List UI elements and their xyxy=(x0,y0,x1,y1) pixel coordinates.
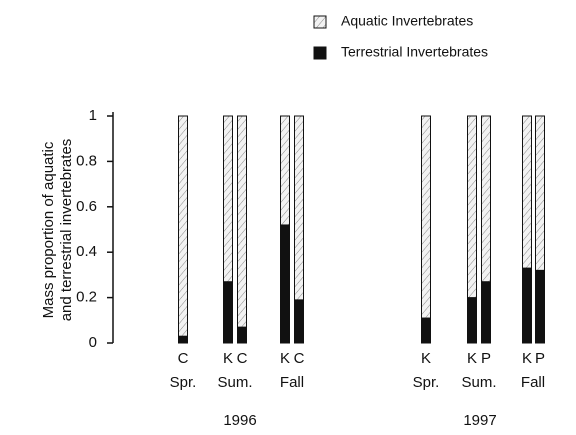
y-tick-label: 0.4 xyxy=(76,243,97,260)
x-tick-label: K xyxy=(223,350,233,367)
bar-segment xyxy=(481,115,491,283)
bar-segment xyxy=(421,317,431,344)
bar-segment xyxy=(294,115,304,301)
bar-segment xyxy=(522,115,532,269)
x-tick-label: K xyxy=(522,350,532,367)
season-label: Sum. xyxy=(461,374,496,391)
x-tick-label: K xyxy=(421,350,431,367)
season-label: Spr. xyxy=(170,374,197,391)
season-label: Fall xyxy=(521,374,545,391)
bar-segment xyxy=(237,326,247,344)
y-tick-label: 1 xyxy=(89,107,97,124)
bar-segment xyxy=(223,281,233,344)
bar-segment xyxy=(280,224,290,344)
x-tick-label: K xyxy=(467,350,477,367)
legend-label: Terrestrial Invertebrates xyxy=(341,44,488,60)
season-label: Spr. xyxy=(413,374,440,391)
bar-segment xyxy=(294,299,304,344)
bar-segment xyxy=(237,115,247,328)
bar-segment xyxy=(467,297,477,344)
season-label: Sum. xyxy=(217,374,252,391)
x-tick-label: P xyxy=(481,350,491,367)
y-axis-label: and terrestrial invertebrates xyxy=(58,139,75,322)
year-label: 1996 xyxy=(223,412,256,429)
bar-segment xyxy=(178,335,188,344)
year-label: 1997 xyxy=(463,412,496,429)
bar-segment xyxy=(535,115,545,271)
season-label: Fall xyxy=(280,374,304,391)
bar-segment xyxy=(280,115,290,226)
legend-swatch xyxy=(313,15,327,29)
x-tick-label: C xyxy=(237,350,248,367)
y-tick-label: 0.8 xyxy=(76,152,97,169)
y-tick-label: 0 xyxy=(89,334,97,351)
x-tick-label: C xyxy=(294,350,305,367)
bar-segment xyxy=(178,115,188,337)
bar-segment xyxy=(223,115,233,283)
bar-segment xyxy=(522,267,532,344)
bar-segment xyxy=(421,115,431,319)
x-tick-label: C xyxy=(178,350,189,367)
bar-segment xyxy=(481,281,491,344)
y-tick-label: 0.2 xyxy=(76,289,97,306)
bar-segment xyxy=(467,115,477,299)
bar-segment xyxy=(535,269,545,344)
x-tick-label: P xyxy=(535,350,545,367)
y-axis-label: Mass proportion of aquatic xyxy=(40,141,57,318)
y-tick-label: 0.6 xyxy=(76,198,97,215)
legend-swatch xyxy=(313,46,327,60)
legend-label: Aquatic Invertebrates xyxy=(341,13,473,29)
x-tick-label: K xyxy=(280,350,290,367)
